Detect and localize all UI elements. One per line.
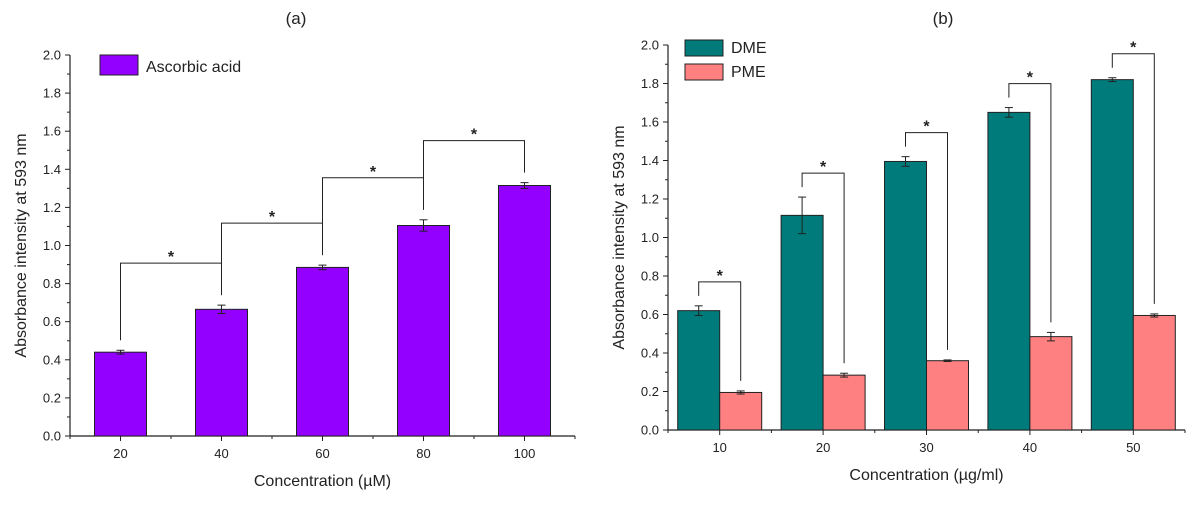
x-tick-label: 80 (416, 446, 430, 461)
x-tick-label: 60 (315, 446, 329, 461)
chart-panel-b: (b) 0.0 0.2 0.4 0.6 0.8 1.0 1.2 1.4 1.6 1.8 2.0 10 20… (611, 9, 1186, 484)
significance-bracket (698, 281, 742, 381)
bar-pme (822, 374, 866, 431)
x-tick-label: 40 (214, 446, 228, 461)
significance-bracket (905, 132, 948, 350)
bar-dme (884, 160, 927, 431)
x-tick-label: 30 (919, 440, 933, 455)
legend-swatch (684, 39, 724, 57)
panel-label: (a) (286, 9, 307, 28)
y-tick-label: 0.4 (43, 352, 61, 367)
y-tick-label: 1.4 (641, 153, 659, 168)
significance-star: * (820, 159, 827, 176)
y-tick-label: 0.2 (641, 384, 659, 399)
y-tick-label: 1.6 (641, 115, 659, 130)
y-tick-label: 1.8 (641, 76, 659, 91)
x-tick-label: 50 (1126, 440, 1140, 455)
panel-label: (b) (933, 9, 954, 28)
y-tick-label: 0.0 (43, 429, 61, 444)
significance-star: * (923, 119, 930, 136)
significance-star: * (1130, 40, 1137, 57)
legend-label: Ascorbic acid (146, 59, 241, 76)
significance-star: * (269, 209, 276, 226)
y-axis-label: Absorbance intensity at 593 nm (611, 125, 628, 349)
y-tick-label: 1.6 (43, 124, 61, 139)
bar-dme (987, 111, 1031, 431)
x-tick-label: 40 (1023, 440, 1037, 455)
y-tick-label: 0.2 (43, 390, 61, 405)
x-tick-label: 10 (712, 440, 726, 455)
y-tick-label: 0.4 (641, 346, 659, 361)
legend-label: PME (731, 64, 766, 81)
x-tick-label: 20 (113, 446, 127, 461)
chart-panel-a: (a) 0.0 0.2 0.4 0.6 0.8 1.0 1.2 1.4 1.6 1.8 2.0 20 40… (13, 9, 576, 490)
significance-star: * (717, 268, 724, 285)
significance-star: * (370, 164, 377, 181)
y-tick-label: 1.8 (43, 86, 61, 101)
x-axis-label: Concentration (µg/ml) (849, 467, 1003, 484)
y-tick-label: 2.0 (43, 48, 61, 63)
y-tick-label: 0.6 (43, 314, 61, 329)
bar-pme (926, 360, 969, 431)
bar-ascorbic-acid (94, 351, 147, 437)
legend-swatch (684, 63, 724, 81)
significance-bracket (423, 140, 525, 210)
legend-swatch (99, 54, 139, 76)
y-tick-label: 1.2 (641, 192, 659, 207)
bar-pme (1029, 336, 1073, 431)
bar-dme (780, 214, 824, 431)
bar-ascorbic-acid (296, 266, 349, 437)
significance-star: * (471, 127, 478, 144)
y-tick-label: 0.6 (641, 307, 659, 322)
x-tick-label: 20 (816, 440, 830, 455)
y-tick-label: 1.0 (641, 230, 659, 245)
y-tick-label: 1.4 (43, 162, 61, 177)
significance-bracket (1008, 83, 1052, 323)
bar-ascorbic-acid (195, 308, 248, 437)
bar-pme (719, 391, 763, 431)
y-tick-label: 0.8 (641, 269, 659, 284)
significance-bracket (1111, 53, 1155, 304)
legend-label: DME (731, 40, 767, 57)
y-axis-label: Absorbance intensity at 593 nm (13, 133, 30, 357)
x-axis-label: Concentration (µM) (254, 473, 391, 490)
bar-pme (1132, 314, 1176, 431)
y-tick-label: 2.0 (641, 38, 659, 53)
significance-bracket (801, 172, 845, 364)
significance-star: * (168, 249, 175, 266)
y-tick-label: 1.0 (43, 238, 61, 253)
bar-dme (1090, 79, 1134, 431)
bar-ascorbic-acid (397, 224, 450, 437)
x-tick-label: 100 (514, 446, 536, 461)
y-tick-label: 1.2 (43, 200, 61, 215)
bar-ascorbic-acid (498, 184, 551, 437)
y-tick-label: 0.8 (43, 276, 61, 291)
y-tick-label: 0.0 (641, 423, 659, 438)
significance-star: * (1027, 70, 1034, 87)
bar-dme (677, 310, 721, 431)
